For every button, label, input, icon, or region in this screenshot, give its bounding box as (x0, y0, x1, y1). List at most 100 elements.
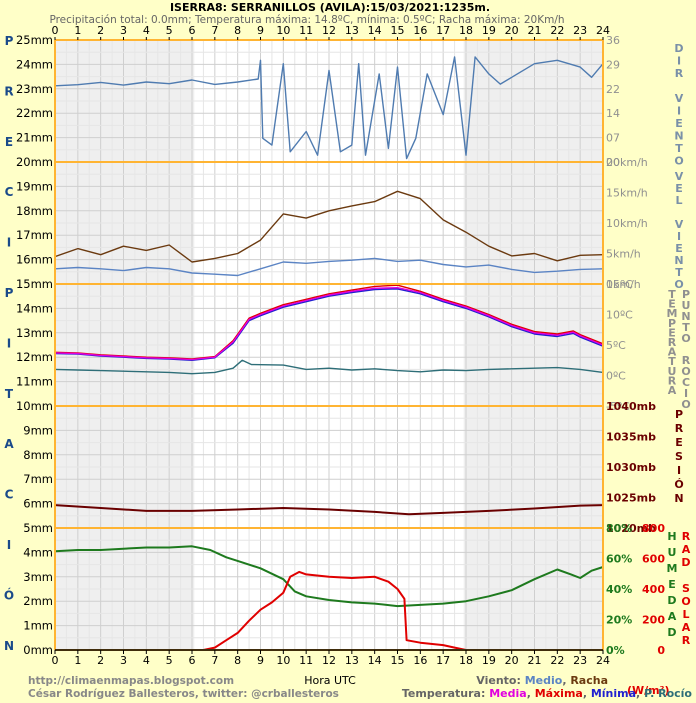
axis-title-letter: U (668, 546, 677, 559)
x-tick-label-top: 10 (276, 24, 290, 37)
pressure-tick-label: 1035mb (606, 431, 656, 444)
axis-title-letter: R (675, 67, 684, 80)
chart-title: ISERRA8: SERRANILLOS (AVILA):15/03/2021:… (170, 1, 490, 14)
x-axis-bottom: 0 1 2 3 4 5 6 7 8 9 10 11 12 13 14 15 16 17 18 19 20 21 22 23 24 (52, 654, 611, 667)
axis-title-letter: O (681, 595, 690, 608)
chart-subtitle: Precipitación total: 0.0mm; Temperatura … (49, 14, 564, 26)
axis-title-letter: D (667, 626, 676, 639)
x-tick-label-top: 1 (74, 24, 81, 37)
wind-speed-tick-label: 15km/h (606, 187, 648, 200)
precip-tick-label: 11mm (16, 375, 53, 389)
axis-title-letter: E (668, 298, 676, 311)
wind-speed-tick-label: 5km/h (606, 248, 641, 261)
direction-tick-label: 00 (606, 156, 620, 169)
legend-wind-medio: Medio (525, 674, 563, 687)
direction-tick-label: 22 (606, 83, 620, 96)
axis-title-letter: N (674, 254, 683, 267)
axis-title-letter: Ó (674, 478, 683, 491)
x-tick-label: 11 (299, 654, 313, 667)
axis-title-letter: V (675, 170, 684, 183)
precip-tick-label: 21mm (16, 131, 53, 145)
x-tick-label-top: 11 (299, 24, 313, 37)
precip-tick-label: 9mm (23, 423, 53, 437)
x-tick-label-top: 20 (505, 24, 519, 37)
vertical-letter: N (4, 639, 14, 653)
wind-speed-tick-label: 0km/h (606, 278, 641, 291)
x-tick-label: 21 (528, 654, 542, 667)
axis-title-letter: D (681, 556, 690, 569)
axis-title-letter: P (668, 317, 676, 330)
x-tick-label: 8 (234, 654, 241, 667)
vertical-letter: P (5, 34, 14, 48)
x-tick-label: 17 (436, 654, 450, 667)
x-tick-label: 0 (52, 654, 59, 667)
axis-title-letter: P (675, 408, 683, 421)
temperature-tick-label: 10ºC (606, 309, 633, 322)
vertical-letter: R (4, 84, 13, 98)
axis-title-letter: D (674, 42, 683, 55)
x-tick-label: 23 (573, 654, 587, 667)
axis-title-letter: O (674, 155, 683, 168)
x-tick-label-top: 17 (436, 24, 450, 37)
precip-axis: 25mm 24mm 23mm 22mm 21mm 20mm 19mm 18mm 17mm 16mm… (16, 33, 53, 657)
x-tick-label-top: 23 (573, 24, 587, 37)
axis-title-letter: S (682, 582, 690, 595)
precip-tick-label: 12mm (16, 350, 53, 364)
x-tick-label: 24 (596, 654, 610, 667)
x-tick-label-top: 15 (391, 24, 405, 37)
axis-title-letter: A (668, 346, 677, 359)
series-direction (54, 56, 604, 160)
series-humedad (54, 545, 604, 608)
precip-tick-label: 18mm (16, 204, 53, 218)
precip-tick-label: 17mm (16, 228, 53, 242)
precip-tick-label: 15mm (16, 277, 53, 291)
vertical-letter: C (5, 185, 14, 199)
x-tick-label: 14 (368, 654, 382, 667)
x-tick-label: 6 (189, 654, 196, 667)
legend-wind-racha: Racha (570, 674, 608, 687)
x-axis-top: 0 1 2 3 4 5 6 7 8 9 10 11 12 13 14 15 16 17 18 19 20 21 22 23 24 (52, 24, 611, 37)
precip-tick-label: 6mm (23, 497, 53, 511)
precip-tick-label: 19mm (16, 179, 53, 193)
axis-title-letter: R (682, 354, 691, 367)
series-presión (54, 504, 604, 516)
radiation-unit: (W/m²) (627, 684, 670, 697)
axis-title-letter: O (674, 278, 683, 291)
pressure-tick-label: 1025mb (606, 492, 656, 505)
axis-title-letter: O (681, 332, 690, 345)
axis-title-letter: M (667, 562, 678, 575)
axis-title-letter: E (668, 578, 676, 591)
pressure-tick-label: 1020mb (606, 522, 656, 535)
legend-temp-maxima: Máxima (535, 687, 583, 700)
x-tick-label: 16 (413, 654, 427, 667)
precip-tick-label: 14mm (16, 301, 53, 315)
axis-title-letter: T (668, 355, 676, 368)
axis-title-letter: R (682, 634, 691, 647)
axis-title-letter: V (675, 218, 684, 231)
axis-title-letter: E (675, 117, 683, 130)
x-tick-label-top: 13 (345, 24, 359, 37)
temperature-tick-label: 0ºC (606, 370, 626, 383)
x-tick-label: 3 (120, 654, 127, 667)
precip-tick-label: 16mm (16, 253, 53, 267)
axis-title-letter: M (667, 307, 678, 320)
x-tick-label: 22 (550, 654, 564, 667)
vertical-letter: T (5, 387, 14, 401)
direction-tick-label: 36 (606, 34, 620, 47)
axis-title-letter: S (675, 450, 683, 463)
x-tick-label: 18 (459, 654, 473, 667)
axis-title-letter: I (677, 230, 681, 243)
x-tick-label: 10 (276, 654, 290, 667)
x-tick-label: 19 (482, 654, 496, 667)
footer-author: César Rodríguez Ballesteros, twitter: @c… (28, 688, 339, 700)
temp-legend: Temperatura: Media, Máxima, Mínima, P. R… (402, 687, 693, 700)
pressure-tick-label: 1040mb (606, 400, 656, 413)
vertical-letter: I (7, 336, 11, 350)
